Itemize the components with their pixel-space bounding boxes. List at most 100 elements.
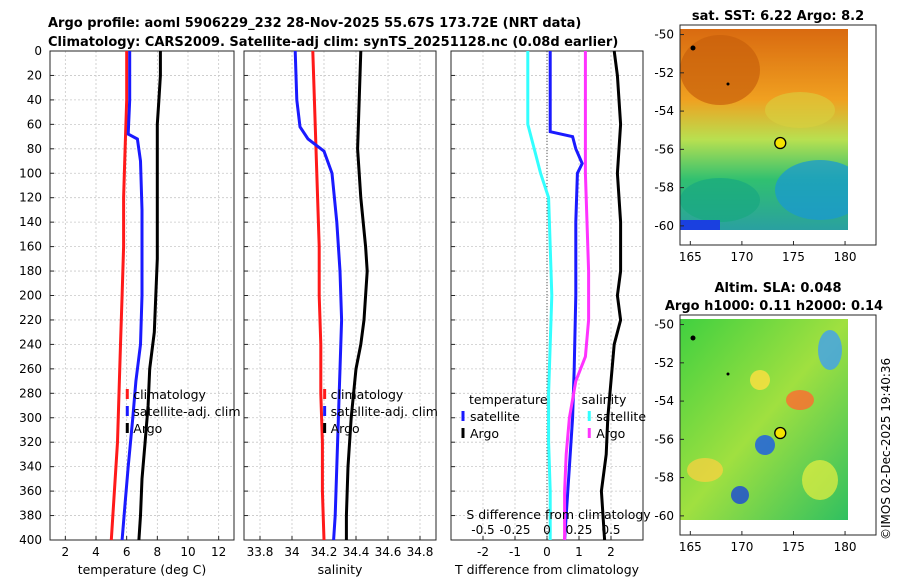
x-tick-label: 175: [782, 250, 805, 264]
sst-warm-patch: [680, 35, 760, 105]
y-tick-label: 140: [19, 215, 42, 229]
legend-entry: Argo: [133, 421, 162, 436]
y-tick-label: 320: [19, 435, 42, 449]
x-axis-label: T difference from climatology: [454, 562, 640, 577]
x-tick-label: 170: [730, 540, 753, 554]
x-tick-label: 2: [607, 545, 615, 559]
sla-high-anomaly: [786, 390, 814, 410]
series-line-satellite-adj-clim: [293, 50, 344, 541]
map-title: sat. SST: 6.22 Argo: 8.2: [692, 9, 864, 24]
y-tick-label: -52: [654, 66, 674, 80]
series-line-climatology: [109, 51, 129, 541]
argo-float-marker: [774, 426, 787, 440]
x-axis-label: salinity: [318, 562, 363, 577]
y-tick-label: 60: [27, 117, 42, 131]
y-tick-label: 360: [19, 484, 42, 498]
legend-entry: satellite-adj. clim: [331, 404, 438, 419]
y-tick-label: 100: [19, 166, 42, 180]
sla-low-anomaly: [731, 486, 749, 504]
salinity-panel: 33.8 34 34.2 34.4 34.6 34.8 salinity climatolog…: [243, 50, 438, 577]
island-marker: [726, 82, 730, 86]
legend-entry: satellite: [470, 409, 520, 424]
imos-stamp: ©IMOS 02-Dec-2025 19:40:36: [879, 358, 893, 540]
legend-entry: climatology: [331, 387, 404, 402]
x-tick-label: 170: [730, 250, 753, 264]
x-tick-label: 34: [284, 545, 299, 559]
sla-high-anomaly: [802, 460, 838, 500]
y-tick-label: -54: [654, 394, 674, 408]
legend-entry: climatology: [133, 387, 206, 402]
series-line-temperature-satellite: [548, 51, 584, 541]
x-tick-label: 34.4: [343, 545, 370, 559]
y-tick-label: 300: [19, 411, 42, 425]
sla-high-anomaly: [687, 458, 723, 482]
axes-frame: [450, 50, 644, 541]
y-tick-label: 80: [27, 142, 42, 156]
axes-frame: [49, 50, 235, 541]
series-line-climatology: [311, 50, 326, 541]
sla-low-anomaly: [755, 435, 775, 455]
top-tick-label: 0.25: [566, 523, 593, 537]
sst-front-patch: [765, 92, 835, 128]
map-frame: [679, 24, 877, 246]
x-tick-label: 180: [834, 540, 857, 554]
sst-cold-patch: [775, 160, 848, 220]
island-marker: [726, 372, 730, 376]
x-tick-label: 12: [211, 545, 226, 559]
y-tick-label: 400: [19, 533, 42, 547]
legend-entry: Argo: [331, 421, 360, 436]
y-tick-label: -60: [654, 219, 674, 233]
series-line-salinity-argo: [563, 51, 591, 540]
x-tick-label: 0: [543, 545, 551, 559]
legend-title-salinity: salinity: [582, 392, 627, 407]
series-line-argo: [137, 51, 162, 541]
y-tick-label: 120: [19, 191, 42, 205]
series-line-argo: [344, 50, 369, 540]
x-tick-label: 4: [92, 545, 100, 559]
y-tick-label: 220: [19, 313, 42, 327]
x-tick-label: 10: [180, 545, 195, 559]
y-tick-label: 240: [19, 337, 42, 351]
sla-high-anomaly: [750, 370, 770, 390]
title-line-2: Climatology: CARS2009. Satellite-adj cli…: [48, 35, 618, 50]
y-tick-label: -50: [654, 28, 674, 42]
top-tick-label: -0.5: [471, 523, 494, 537]
y-tick-label: 20: [27, 68, 42, 82]
top-axis-label: S difference from climatology: [466, 507, 651, 522]
y-tick-label: -56: [654, 432, 674, 446]
y-tick-label: -54: [654, 104, 674, 118]
x-tick-label: 34.8: [407, 545, 434, 559]
y-tick-label: 0: [34, 44, 42, 58]
sst-map-panel: 165 170 175 180 -50 -52 -54 -56 -58 -60 sat. SST: …: [654, 9, 877, 264]
y-tick-label: 160: [19, 240, 42, 254]
legend-entry: satellite-adj. clim: [133, 404, 240, 419]
x-tick-label: 2: [62, 545, 70, 559]
argo-float-marker: [774, 136, 787, 150]
map-subtitle: Argo h1000: 0.11 h2000: 0.14: [665, 299, 883, 314]
y-tick-label: -58: [654, 181, 674, 195]
x-tick-label: 33.8: [247, 545, 274, 559]
legend-entry: Argo: [596, 426, 625, 441]
title-line-1: Argo profile: aoml 5906229_232 28-Nov-20…: [48, 16, 581, 31]
legend-entry: satellite: [596, 409, 646, 424]
difference-panel: -2 -1 0 1 2 T difference from climatology temp…: [450, 50, 651, 577]
y-tick-label: -50: [654, 318, 674, 332]
y-tick-label: -56: [654, 142, 674, 156]
top-tick-label: 0.5: [601, 523, 620, 537]
top-tick-label: -0.25: [499, 523, 530, 537]
sla-field: [680, 319, 848, 520]
x-tick-label: 180: [834, 250, 857, 264]
sst-field: [680, 29, 848, 230]
x-axis-label: temperature (deg C): [78, 562, 207, 577]
sla-map-panel: 165 170 175 180 -50 -52 -54 -56 -58 -60 Altim. SLA…: [654, 281, 883, 554]
x-tick-label: -1: [509, 545, 521, 559]
island-marker: [690, 335, 696, 341]
y-tick-label: -58: [654, 471, 674, 485]
x-tick-label: 8: [154, 545, 162, 559]
x-tick-label: -2: [477, 545, 489, 559]
y-tick-label: 280: [19, 386, 42, 400]
y-tick-label: 200: [19, 289, 42, 303]
y-tick-label: -60: [654, 509, 674, 523]
y-tick-label: 40: [27, 93, 42, 107]
island-marker: [690, 45, 696, 51]
